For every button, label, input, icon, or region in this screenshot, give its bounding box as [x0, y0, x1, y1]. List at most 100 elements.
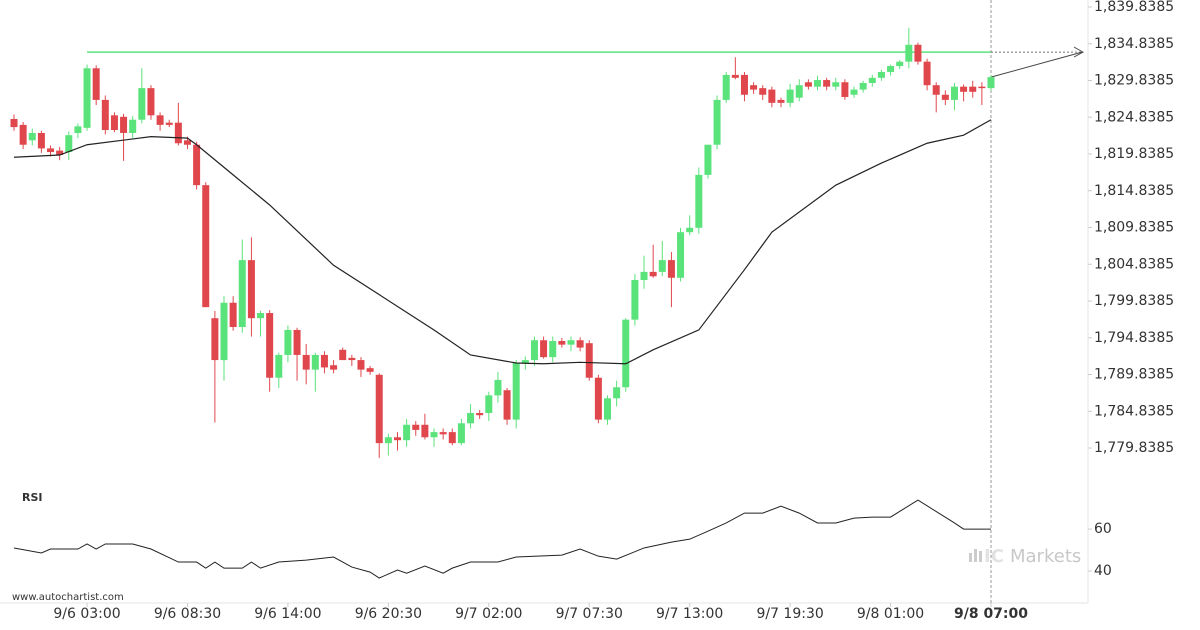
- candle-body: [512, 363, 520, 420]
- candle-body: [375, 374, 383, 444]
- candle-body: [275, 354, 283, 378]
- candle-body: [147, 88, 155, 116]
- candle-body: [768, 89, 776, 103]
- candle-body: [658, 260, 666, 272]
- candle-body: [28, 132, 36, 141]
- y-tick-label: 1,839.8385: [1094, 0, 1174, 15]
- candle-body: [640, 271, 648, 280]
- candle-body: [950, 86, 958, 100]
- candle-body: [631, 279, 639, 320]
- source: www.autochartist.com: [12, 592, 124, 603]
- candle-body: [311, 354, 319, 370]
- candle-body: [366, 368, 374, 372]
- candle-body: [622, 319, 630, 388]
- candle-body: [56, 150, 64, 156]
- y-tick-label: 1,824.8385: [1094, 109, 1174, 125]
- candle-body: [613, 387, 621, 399]
- candle-body: [339, 349, 347, 361]
- candle-body: [740, 74, 748, 95]
- candle-body: [10, 119, 18, 128]
- candle-body: [859, 82, 867, 90]
- x-tick-label: 9/6 08:30: [154, 606, 221, 622]
- y-tick-label: 1,819.8385: [1094, 146, 1174, 162]
- candle-body: [969, 86, 977, 92]
- candle-body: [421, 424, 429, 438]
- candle-body: [92, 68, 100, 100]
- candle-body: [37, 132, 45, 149]
- candle-body: [47, 148, 55, 153]
- candle-body: [850, 89, 858, 95]
- candle-body: [540, 340, 548, 358]
- moving-average: [13, 119, 992, 365]
- candle-body: [686, 227, 694, 233]
- candle-body: [549, 340, 557, 358]
- candle-body: [330, 365, 338, 370]
- y-tick-label: 1,789.8385: [1094, 367, 1174, 383]
- candle-body: [412, 424, 420, 430]
- candle-body: [795, 85, 803, 98]
- candle-body: [941, 94, 949, 100]
- candle-body: [439, 432, 447, 435]
- candle-body: [576, 340, 584, 348]
- x-tick-label: 9/8 01:00: [857, 606, 924, 622]
- candle-body: [238, 260, 246, 328]
- candle-body: [722, 74, 730, 100]
- candle-body: [832, 82, 840, 87]
- candle-body: [65, 135, 73, 153]
- candle-body: [695, 174, 703, 228]
- candle-body: [530, 340, 538, 361]
- x-tick-label: 9/6 03:00: [53, 606, 120, 622]
- candle-body: [494, 379, 502, 396]
- candle-body: [293, 329, 301, 355]
- candle-body: [713, 99, 721, 145]
- candle-body: [960, 86, 968, 92]
- candle-body: [120, 116, 128, 133]
- candle-body: [211, 318, 219, 361]
- candle-body: [759, 88, 767, 95]
- candle-body: [156, 115, 164, 125]
- x-tick-label: 9/6 20:30: [355, 606, 422, 622]
- candle-body: [229, 302, 237, 328]
- candle-body: [786, 89, 794, 103]
- candle-body: [485, 395, 493, 414]
- y-tick-label: 1,804.8385: [1094, 256, 1174, 272]
- candle-body: [914, 44, 922, 62]
- candle-body: [165, 122, 173, 125]
- logo: IC Markets: [969, 546, 1081, 567]
- y-tick-label: 1,834.8385: [1094, 36, 1174, 52]
- candle-body: [430, 432, 438, 438]
- x-tick-label: 9/7 13:00: [656, 606, 723, 622]
- candle-body: [357, 360, 365, 370]
- candle-body: [905, 44, 913, 62]
- candle-body: [193, 144, 201, 186]
- candle-body: [868, 77, 876, 83]
- candle-body: [266, 313, 274, 378]
- projection-arrow: [990, 51, 1083, 78]
- candle-body: [101, 99, 109, 131]
- candle-body: [183, 140, 191, 145]
- candle-body: [841, 82, 849, 97]
- candle-body: [594, 377, 602, 420]
- candle-body: [284, 329, 292, 355]
- candle-body: [932, 85, 940, 95]
- y-tick-label: 1,829.8385: [1094, 73, 1174, 89]
- x-tick-label: 9/7 07:30: [556, 606, 623, 622]
- candle-body: [302, 354, 310, 370]
- candle-body: [814, 80, 822, 87]
- logo-bar: [969, 553, 972, 562]
- candle-body: [649, 271, 657, 277]
- candle-body: [667, 260, 675, 278]
- y-tick-label: 1,784.8385: [1094, 403, 1174, 419]
- candle-body: [503, 390, 511, 420]
- candle-body: [384, 437, 392, 444]
- candle-body: [19, 124, 27, 145]
- candle-body: [247, 260, 255, 319]
- rsi-tick-label: 60: [1094, 521, 1112, 537]
- candle-body: [457, 423, 465, 444]
- candle-body: [978, 86, 986, 89]
- candle-body: [604, 398, 612, 420]
- y-tick-label: 1,814.8385: [1094, 183, 1174, 199]
- rsi-tick-label: 40: [1094, 563, 1112, 579]
- candle-body: [129, 119, 137, 133]
